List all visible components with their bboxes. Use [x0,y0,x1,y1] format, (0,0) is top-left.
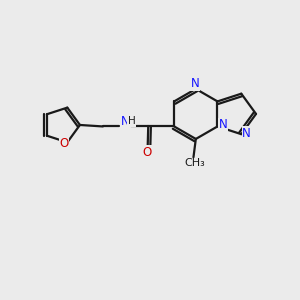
Text: N: N [218,118,227,131]
Text: O: O [142,146,152,159]
Text: CH₃: CH₃ [184,158,205,168]
Text: O: O [59,137,68,150]
Text: N: N [191,77,200,90]
Text: N: N [242,127,251,140]
Text: N: N [121,115,130,128]
Text: H: H [128,116,135,126]
